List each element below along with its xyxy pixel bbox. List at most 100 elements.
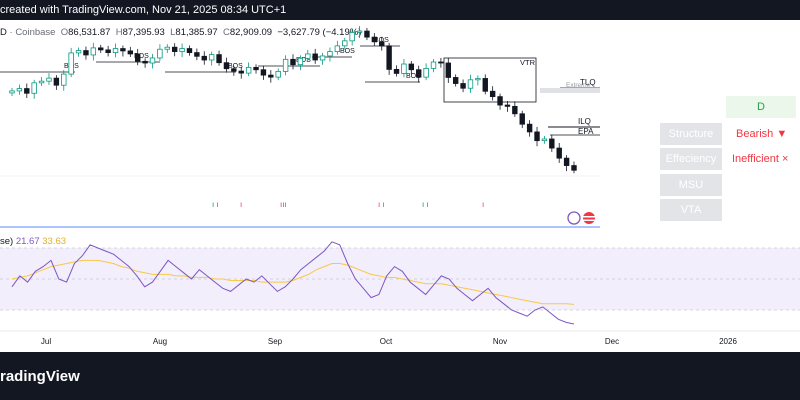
flag-icon <box>583 212 595 224</box>
candle-body <box>430 61 437 69</box>
signal-mark: ı <box>482 200 484 209</box>
time-axis[interactable]: Jul Aug Sep Oct Nov Dec 2026 <box>0 330 800 352</box>
candle-body <box>342 40 348 47</box>
candle-body <box>504 104 511 107</box>
bos-label: BOS <box>406 73 421 80</box>
candle-body <box>245 66 252 74</box>
candle-body <box>24 88 30 94</box>
candle-body <box>452 77 459 84</box>
candle-body <box>61 73 67 86</box>
x-tick-label: Oct <box>380 337 393 346</box>
candle-body <box>186 48 193 53</box>
candle-body <box>416 69 422 78</box>
rsi-line <box>11 241 575 325</box>
vtr-label: VTR <box>520 58 536 67</box>
candle-body <box>408 63 415 71</box>
candle-body <box>297 57 304 66</box>
candle-body <box>98 47 104 51</box>
candle-body <box>556 147 562 159</box>
bos-label: BOS <box>228 63 243 70</box>
structure-value: Bearish ▼ <box>736 128 788 140</box>
x-tick-label: Aug <box>153 337 167 346</box>
candle-body <box>275 71 281 78</box>
flag-stripe-icon <box>583 219 595 221</box>
candle-body <box>16 88 23 92</box>
signal-mark: ııı <box>280 200 287 209</box>
candle-body <box>482 78 488 92</box>
candle-body <box>127 50 134 55</box>
candle-body <box>519 113 525 125</box>
low-value: 81,385.97 <box>175 27 218 38</box>
tlq-label: TLQ <box>580 78 596 87</box>
close-value: 82,909.09 <box>229 27 273 38</box>
signal-mark: ı ı <box>422 200 429 209</box>
candle-body <box>356 30 363 33</box>
candle-body <box>467 79 474 89</box>
candle-body <box>526 123 533 133</box>
chart-header-bar: created with TradingView.com, Nov 21, 20… <box>0 0 800 20</box>
candle-body <box>571 165 577 171</box>
bos-label: BOS <box>340 48 355 55</box>
rsi-pane[interactable] <box>0 228 800 330</box>
candle-body <box>364 30 370 38</box>
candle-body <box>135 53 141 62</box>
x-tick-label: 2026 <box>719 337 737 346</box>
x-tick-label: Sep <box>268 337 283 346</box>
footer-bar: radingView <box>0 352 800 400</box>
candle-body <box>216 54 222 64</box>
symbol-info-line: D · Coinbase O86,531.87 H87,395.93 L81,3… <box>0 27 362 38</box>
candle-body <box>379 41 385 47</box>
tradingview-logo: radingView <box>0 368 80 385</box>
x-tick-label: Dec <box>605 337 619 346</box>
candle-body <box>46 77 52 82</box>
candle-body <box>31 82 37 94</box>
event-icon <box>567 211 581 225</box>
msu-label: MSU <box>660 174 722 196</box>
candle-body <box>327 51 333 57</box>
candle-body <box>68 52 74 75</box>
candle-body <box>53 77 60 86</box>
candle-body <box>497 96 503 106</box>
candle-body <box>541 138 548 142</box>
price-chart[interactable]: BOSBOSBOSBOSBOSBOSBOSVTRTLQExtremeILQEPA… <box>0 20 800 228</box>
candle-body <box>142 60 148 64</box>
candle-body <box>38 80 45 84</box>
candle-body <box>164 46 170 50</box>
candle-body <box>268 74 274 78</box>
candle-body <box>319 55 326 61</box>
candle-body <box>371 36 378 43</box>
header-text: created with TradingView.com, Nov 21, 20… <box>0 4 287 16</box>
bos-label: BOS <box>134 53 149 60</box>
candle-body <box>112 48 119 53</box>
candle-body <box>171 46 178 52</box>
candle-body <box>208 54 215 61</box>
candle-body <box>282 58 289 72</box>
candle-body <box>423 67 429 78</box>
efficiency-label: Effeciency <box>660 148 722 170</box>
structure-label: Structure <box>660 123 722 145</box>
candle-body <box>83 50 89 56</box>
candle-body <box>120 48 126 52</box>
candle-body <box>290 58 296 66</box>
candle-body <box>512 105 518 115</box>
rsi-header: se) 21.67 33.63 <box>0 236 66 247</box>
candle-body <box>194 52 200 57</box>
candle-body <box>534 131 540 142</box>
candle-body <box>253 66 259 71</box>
high-value: 87,395.93 <box>122 27 165 38</box>
candle-body <box>179 48 185 52</box>
bos-label: BOS <box>296 57 311 64</box>
candle-body <box>393 69 400 74</box>
signal-mark: ı <box>240 200 242 209</box>
x-tick-label: Nov <box>493 337 507 346</box>
ilq-label: ILQ <box>578 117 591 126</box>
candle-body <box>475 78 481 81</box>
candle-body <box>201 55 207 61</box>
rsi-value: 21.67 <box>15 236 40 247</box>
candle-body <box>105 49 111 53</box>
vta-label: VTA <box>660 199 722 221</box>
efficiency-value: Inefficient × <box>732 153 789 165</box>
candle-body <box>349 32 355 42</box>
candle-body <box>549 138 555 149</box>
candle-body <box>563 157 570 166</box>
